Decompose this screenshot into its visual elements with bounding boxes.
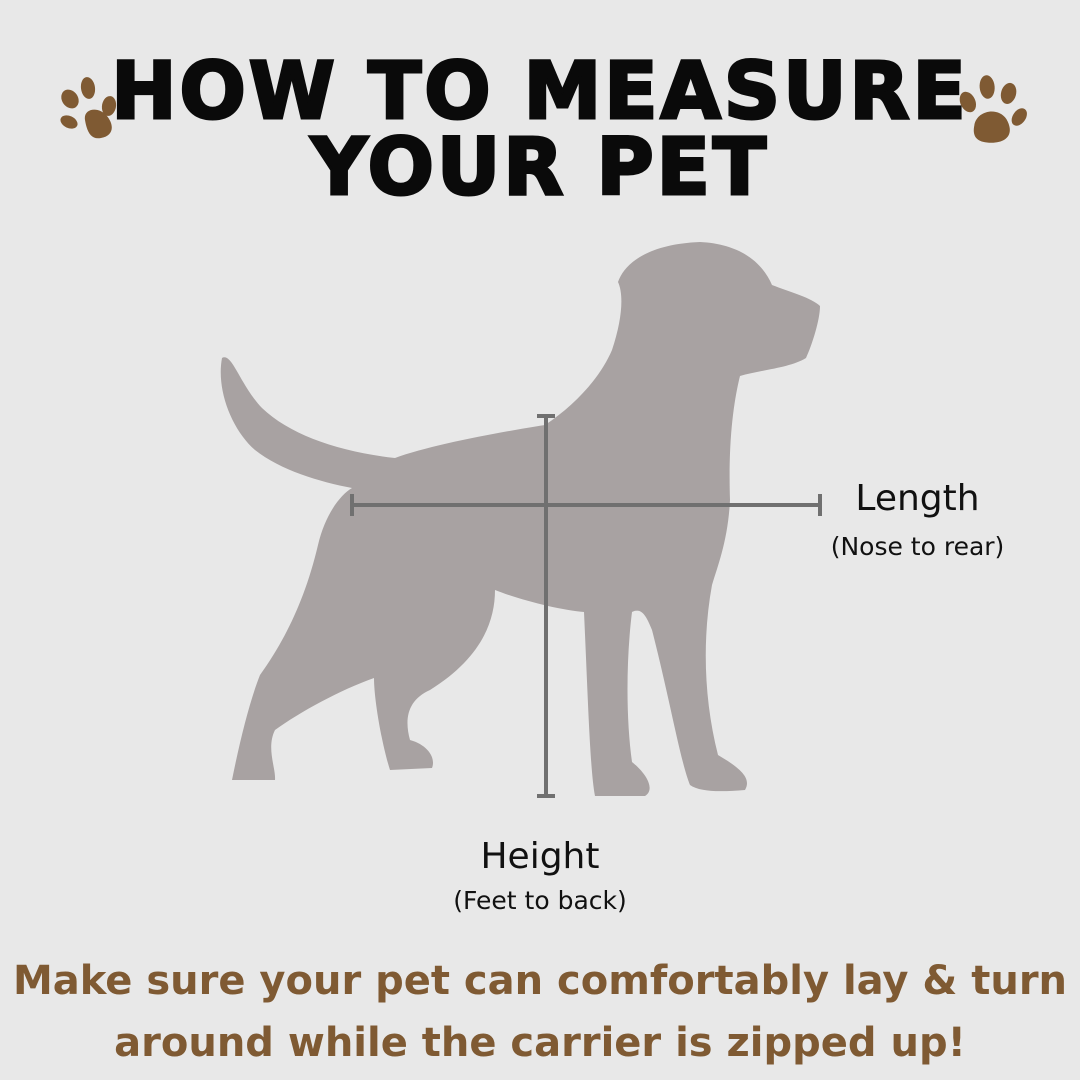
length-sublabel: (Nose to rear) — [830, 532, 1005, 561]
carrier-note-line-2: around while the carrier is zipped up! — [114, 1020, 966, 1066]
carrier-note-line-1: Make sure your pet can comfortably lay &… — [12, 958, 1068, 1004]
length-measure-line — [350, 494, 822, 516]
title-line-2: YOUR PET — [309, 123, 770, 213]
title-line-1: HOW TO MEASURE — [110, 47, 969, 137]
paw-print-icon — [60, 77, 117, 139]
height-measure-line — [537, 414, 555, 798]
length-label: Length — [855, 478, 980, 519]
height-sublabel: (Feet to back) — [453, 886, 627, 915]
carrier-note: Make sure your pet can comfortably lay &… — [0, 950, 1080, 1074]
paw-print-icon — [959, 75, 1027, 143]
dog-silhouette — [220, 242, 821, 796]
height-label: Height — [480, 836, 600, 877]
